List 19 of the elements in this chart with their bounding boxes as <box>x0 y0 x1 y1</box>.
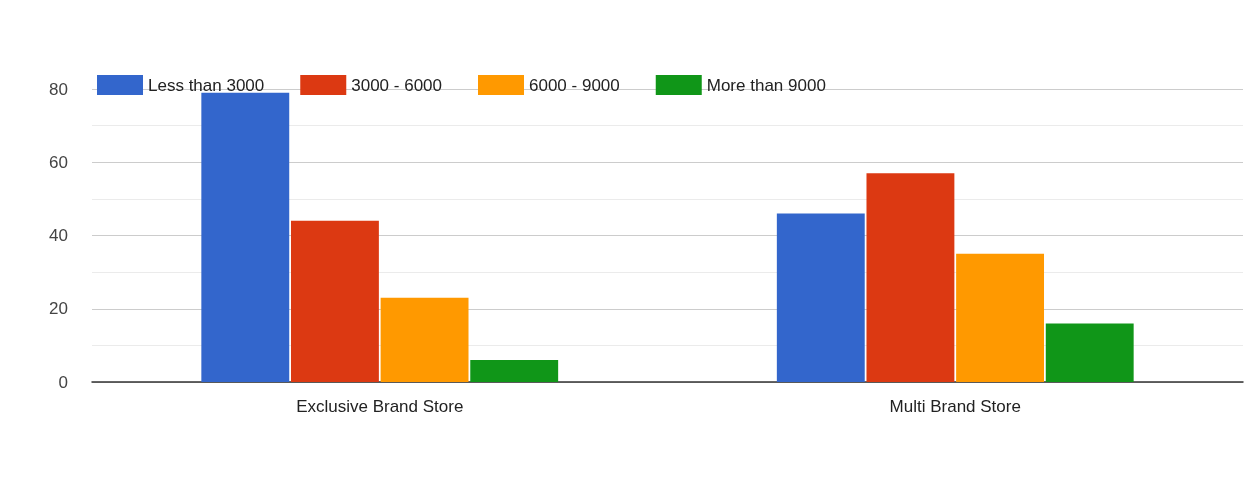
bar <box>470 360 559 382</box>
y-tick-label: 40 <box>49 226 68 245</box>
legend-label: 3000 - 6000 <box>351 75 443 95</box>
legend-label: More than 9000 <box>706 75 826 95</box>
x-tick-label: Exclusive Brand Store <box>296 397 464 416</box>
bar <box>380 297 469 382</box>
y-tick-label: 0 <box>58 372 68 392</box>
bar <box>201 92 290 382</box>
y-tick-label: 80 <box>49 79 68 99</box>
y-tick-label: 20 <box>49 299 68 319</box>
bar <box>290 220 379 382</box>
bar <box>866 173 955 382</box>
bar <box>776 213 865 382</box>
bar <box>956 253 1045 382</box>
x-tick-label: Multi Brand Store <box>889 397 1021 416</box>
legend-label: Less than 3000 <box>148 75 265 95</box>
y-tick-label: 60 <box>49 152 68 172</box>
bar <box>1045 323 1134 382</box>
legend-label: 6000 - 9000 <box>529 75 620 95</box>
